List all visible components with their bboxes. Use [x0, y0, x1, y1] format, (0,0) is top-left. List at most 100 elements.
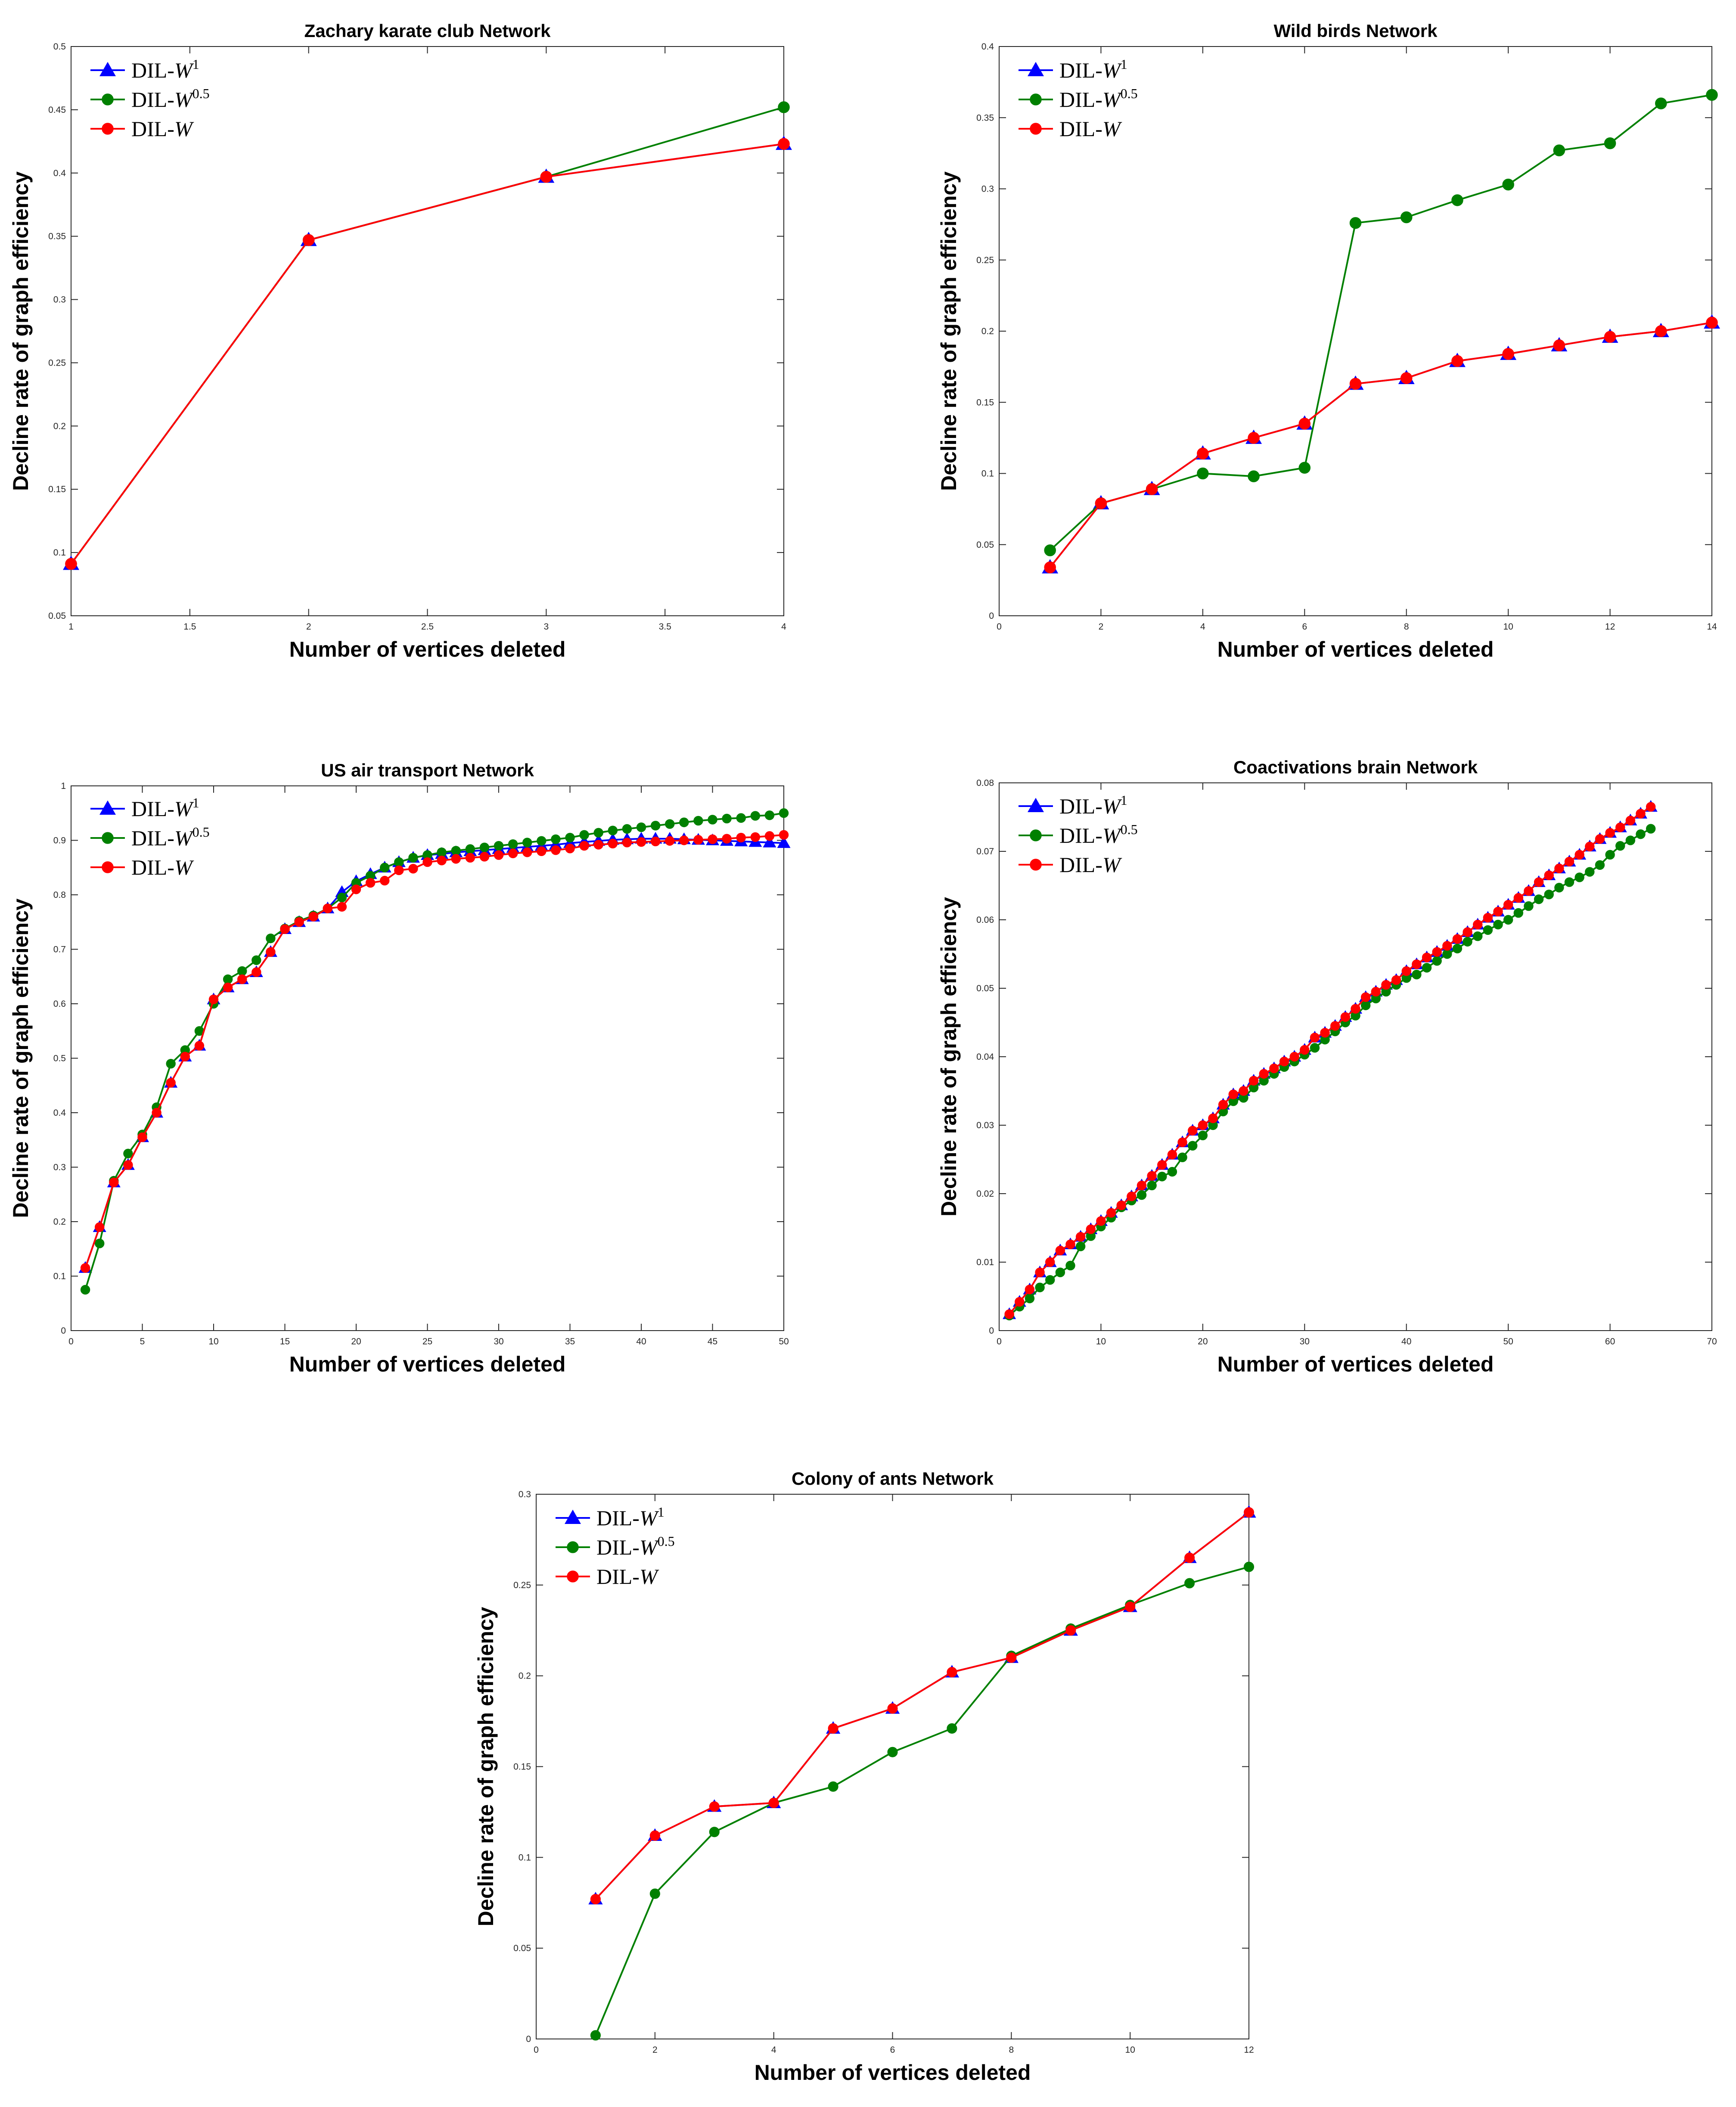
data-point	[565, 844, 575, 853]
legend-label: DIL-W1	[1059, 56, 1127, 82]
series-line	[1009, 828, 1652, 1316]
y-tick-label: 0.7	[53, 945, 66, 955]
data-point	[736, 813, 746, 823]
y-tick-label: 0.05	[976, 984, 994, 993]
x-tick-label: 0	[68, 1337, 74, 1347]
data-point	[337, 893, 347, 903]
y-tick-label: 0.1	[981, 469, 994, 479]
legend-prefix: DIL-	[1059, 87, 1102, 112]
data-point	[380, 863, 390, 872]
legend-prefix: DIL-	[1059, 117, 1102, 141]
data-point	[1605, 850, 1615, 860]
data-point	[1432, 956, 1442, 966]
data-point	[152, 1108, 161, 1118]
data-point	[722, 813, 732, 824]
chart-title: Wild birds Network	[1274, 21, 1438, 41]
y-tick-label: 0.05	[976, 540, 994, 550]
series-line	[595, 1511, 1250, 1900]
data-point	[1349, 378, 1362, 390]
legend-superscript: 1	[1121, 56, 1127, 72]
data-point	[351, 884, 361, 894]
data-point	[1452, 943, 1463, 953]
data-point	[323, 903, 332, 913]
data-point	[437, 847, 447, 857]
x-tick-label: 35	[565, 1337, 575, 1347]
data-point	[1198, 1130, 1208, 1141]
data-point	[166, 1058, 176, 1069]
data-point	[1310, 1033, 1320, 1043]
data-point	[590, 2030, 601, 2041]
chart-2: 0 2 4 6 8 10 12 14 0 0.05 0.1 0.15 0.2 0.25 0.3 0.35 0.4…	[937, 21, 1720, 661]
data-point	[1625, 816, 1636, 825]
y-tick-label: 0	[989, 1326, 994, 1336]
data-point	[708, 815, 717, 825]
y-tick-label: 0.03	[976, 1120, 994, 1130]
chart-1: 1 1.5 2 2.5 3 3.5 4 0.05 0.1 0.15 0.2 0.25 0.3 0.35 0.…	[9, 21, 792, 661]
data-point	[465, 844, 475, 854]
data-point	[1595, 860, 1605, 870]
y-axis-label: Decline rate of graph efficiency	[937, 897, 961, 1216]
series-line	[1049, 94, 1712, 551]
y-tick-label: 0.3	[53, 1163, 66, 1173]
data-point	[1554, 863, 1564, 873]
data-point	[308, 912, 318, 922]
data-point	[180, 1052, 190, 1061]
data-point	[650, 836, 661, 847]
data-point	[693, 816, 703, 826]
data-point	[1554, 883, 1564, 893]
y-tick-label: 0.07	[976, 847, 994, 856]
legend-label: DIL-W1	[131, 56, 199, 82]
data-point	[365, 878, 376, 888]
x-axis-label: Number of vertices deleted	[1217, 637, 1494, 661]
data-point	[1044, 544, 1056, 556]
data-point	[1197, 447, 1209, 459]
data-point	[1360, 1000, 1371, 1010]
data-point	[508, 839, 518, 849]
data-point	[579, 830, 589, 840]
x-tick-label: 4	[771, 2045, 776, 2055]
legend-symbol: W	[1102, 823, 1122, 847]
y-tick-label: 0.1	[53, 1272, 66, 1282]
legend-symbol: W	[640, 1535, 659, 1559]
legend-superscript: 0.5	[193, 86, 210, 101]
data-point	[1595, 834, 1605, 844]
y-tick-label: 0.4	[53, 168, 66, 178]
data-point	[1269, 1063, 1279, 1074]
legend-label: DIL-W	[596, 1564, 659, 1589]
data-point	[1646, 824, 1656, 834]
x-tick-label: 70	[1707, 1337, 1717, 1347]
data-point	[1044, 561, 1056, 574]
x-tick-label: 3.5	[659, 622, 671, 632]
data-point	[1400, 211, 1413, 223]
x-tick-label: 2	[1099, 622, 1104, 632]
data-point	[408, 853, 418, 863]
legend-superscript: 0.5	[193, 824, 210, 840]
legend-label: DIL-W1	[1059, 792, 1127, 818]
data-point	[779, 830, 789, 840]
legend-prefix: DIL-	[131, 58, 174, 82]
legend-marker	[1028, 62, 1044, 76]
data-point	[1095, 497, 1107, 509]
y-tick-label: 0.02	[976, 1189, 994, 1199]
data-point	[1503, 900, 1513, 910]
x-tick-label: 20	[1198, 1337, 1208, 1347]
chart-title: Colony of ants Network	[792, 1468, 994, 1489]
data-point	[437, 856, 447, 866]
data-point	[95, 1222, 105, 1232]
data-point	[1544, 870, 1554, 880]
x-tick-label: 4	[1200, 622, 1205, 632]
data-point	[887, 1747, 898, 1757]
legend-prefix: DIL-	[131, 797, 174, 821]
data-point	[1451, 355, 1463, 367]
y-tick-label: 0.3	[53, 295, 66, 305]
data-point	[649, 1888, 660, 1899]
data-point	[1208, 1113, 1218, 1123]
data-point	[194, 1041, 205, 1051]
data-point	[394, 865, 404, 875]
data-point	[465, 853, 475, 863]
data-point	[208, 994, 219, 1005]
